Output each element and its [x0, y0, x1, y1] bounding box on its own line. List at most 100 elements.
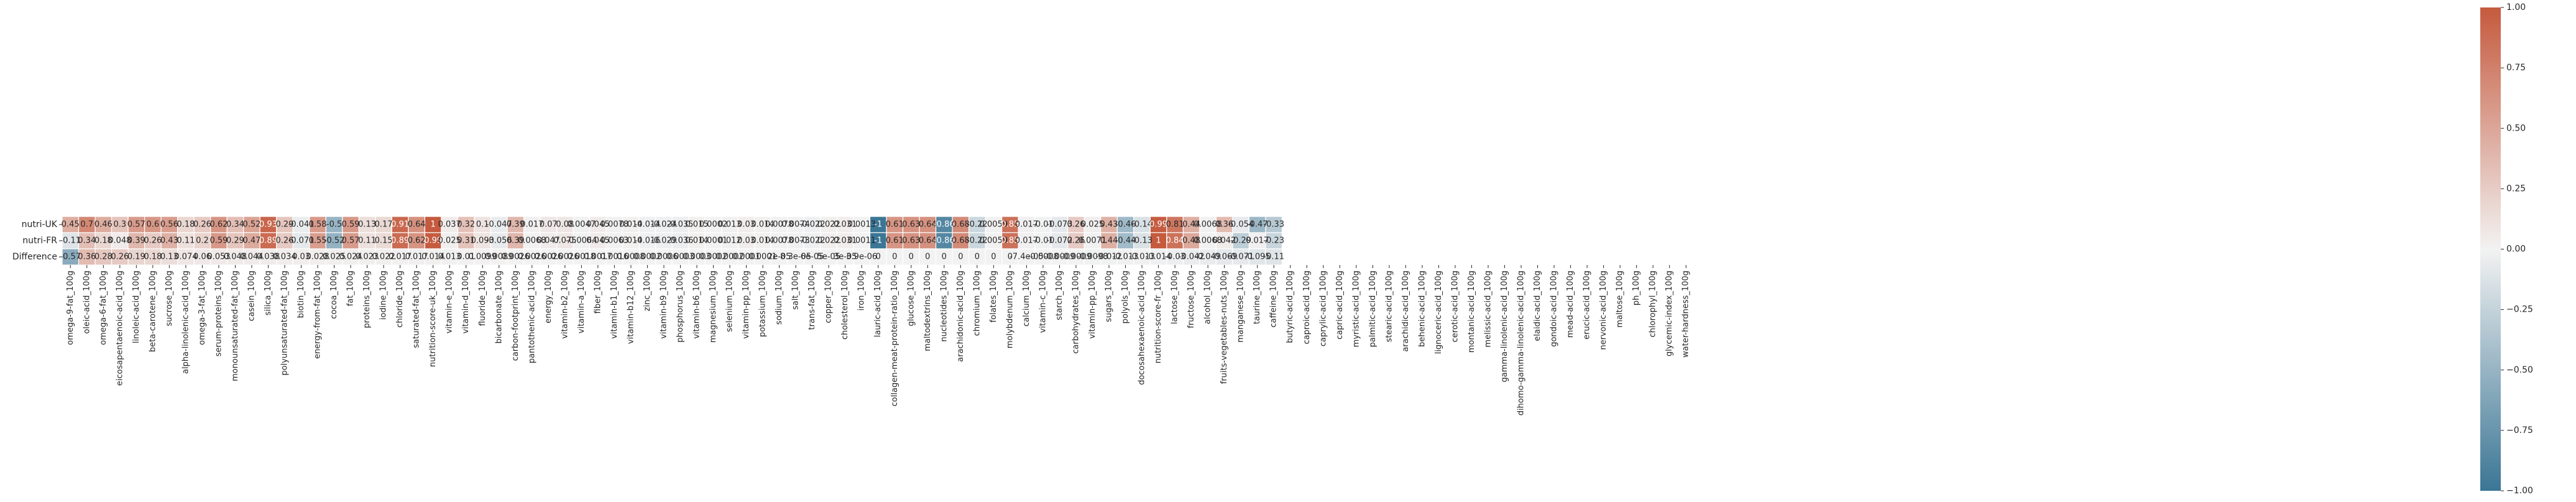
cell-value-label: 0.0002: [699, 220, 728, 230]
heatmap-cell: [1265, 248, 1283, 266]
cell-value-label: -0.024: [651, 220, 677, 230]
cell-value-label: 2e-05: [768, 253, 791, 262]
colorbar-tick-label: −1.00: [2506, 486, 2533, 496]
column-label: biotin_100g: [297, 271, 306, 318]
cell-value-label: -0.013: [1113, 253, 1139, 262]
column-label: docosahexaenoic-acid_100g: [1138, 271, 1147, 385]
heatmap-cell: [605, 248, 623, 266]
cell-value-label: 0.57: [342, 236, 360, 246]
column-label: omega-3-fat_100g: [198, 271, 207, 345]
cell-value-label: 0.0078: [765, 236, 794, 246]
column-label: saturated-fat_100g: [412, 271, 421, 348]
cell-value-label: -0.056: [486, 236, 512, 246]
column-label: vitamin-b12_100g: [626, 271, 635, 344]
cell-value-label: 0.0026: [535, 253, 563, 262]
cell-value-label: -0.0064: [566, 236, 597, 246]
cell-value-label: -0.0098: [1077, 253, 1108, 262]
heatmap-cell: [127, 232, 145, 249]
cell-value-label: 0: [909, 253, 914, 262]
heatmap-cell: [1182, 232, 1200, 249]
column-label: sodium_100g: [775, 271, 784, 325]
heatmap-cell: [787, 216, 805, 233]
cell-value-label: 0.0006: [650, 253, 678, 262]
column-label: magnesium_100g: [709, 271, 718, 343]
column-label: arachidic-acid_100g: [1401, 271, 1410, 352]
cell-value-label: 0.68: [952, 236, 970, 246]
column-label: water-hardness_100g: [1681, 271, 1691, 358]
cell-value-label: -0.46: [1115, 220, 1136, 230]
cell-value-label: 0: [925, 253, 930, 262]
cell-value-label: 0.18: [94, 236, 113, 246]
cell-value-label: 0.26: [276, 236, 294, 246]
cell-value-label: 0.037: [438, 220, 461, 230]
cell-value-label: 0.022: [817, 236, 840, 246]
cell-value-label: 0.0011: [847, 236, 876, 246]
cell-value-label: -0.52: [324, 236, 345, 246]
column-label: cholesterol_100g: [840, 271, 850, 340]
cell-value-label: 0.014: [751, 236, 774, 246]
cell-value-label: 0.0003: [666, 253, 695, 262]
column-label: maltose_100g: [1616, 271, 1625, 328]
heatmap-cell: [803, 216, 821, 233]
cell-value-label: 0.022: [817, 220, 840, 230]
colorbar-tick-label: −0.25: [2506, 305, 2533, 315]
column-label: lauric-acid_100g: [873, 271, 883, 337]
heatmap-cell: [556, 248, 574, 266]
heatmap-cell: [935, 248, 953, 266]
heatmap-cell: [1100, 216, 1118, 233]
cell-value-label: 0.03: [292, 253, 310, 262]
cell-value-label: 0.39: [507, 220, 525, 230]
cell-value-label: 0.017: [1246, 236, 1269, 246]
cell-value-label: 0.023: [356, 253, 379, 262]
column-label: proteins_100g: [362, 271, 372, 328]
cell-value-label: -0.22: [967, 236, 988, 246]
column-label: pantothenic-acid_100g: [527, 271, 536, 363]
heatmap-cell: [160, 232, 178, 249]
cell-value-label: 0.0063: [600, 236, 629, 246]
column-label: fluoride_100g: [478, 271, 487, 326]
cell-value-label: 0.017: [405, 253, 428, 262]
cell-value-label: 6e-05: [801, 253, 824, 262]
cell-value-label: 0.0013: [847, 220, 876, 230]
column-label: glycemic-index_100g: [1665, 271, 1674, 356]
cell-value-label: 0.03: [737, 236, 755, 246]
cell-value-label: 0.48: [1182, 236, 1200, 246]
column-label: cerotic-acid_100g: [1450, 271, 1460, 342]
cell-value-label: 0.99: [424, 236, 442, 246]
heatmap-cell: [424, 232, 442, 249]
cell-value-label: -0.13: [1131, 236, 1152, 246]
heatmap-cell: [1034, 248, 1052, 266]
heatmap-cell: [507, 248, 525, 266]
cell-value-label: -0.041: [288, 220, 315, 230]
cell-value-label: 0.3: [113, 220, 126, 230]
cell-value-label: 0.18: [177, 220, 195, 230]
column-label: nutrition-score-uk_100g: [428, 271, 438, 367]
heatmap-cell: [655, 216, 673, 233]
heatmap-cell: [177, 232, 195, 249]
row-label: Difference: [12, 252, 57, 262]
cell-value-label: -0.013: [1129, 253, 1155, 262]
heatmap-cell: [1001, 248, 1019, 266]
heatmap-cell: [1166, 248, 1184, 266]
column-label: fructose_100g: [1187, 271, 1196, 328]
heatmap-cell: [1232, 216, 1250, 233]
cell-value-label: -0.44: [1115, 236, 1136, 246]
column-label: chlorophyl_100g: [1649, 271, 1658, 337]
cell-value-label: 0.59: [342, 220, 360, 230]
cell-value-label: 0.93: [259, 220, 277, 230]
column-label: calcium_100g: [1022, 271, 1031, 327]
cell-value-label: 0.64: [919, 220, 937, 230]
cell-value-label: 0.56: [160, 220, 178, 230]
column-label: starch_100g: [1055, 271, 1064, 320]
column-label: maltodextrins_100g: [923, 271, 932, 351]
heatmap-cell: [886, 248, 904, 266]
cell-value-label: 0.0068: [1194, 236, 1222, 246]
heatmap-cell: [441, 232, 459, 249]
cell-value-label: 0.64: [408, 220, 426, 230]
heatmap-cell: [820, 232, 838, 249]
cell-value-label: -0.11: [60, 236, 81, 246]
cell-value-label: -0.86: [934, 236, 955, 246]
cell-value-label: 5e-05: [817, 253, 840, 262]
column-label: fat_100g: [346, 271, 356, 306]
heatmap-cell: [589, 248, 607, 266]
